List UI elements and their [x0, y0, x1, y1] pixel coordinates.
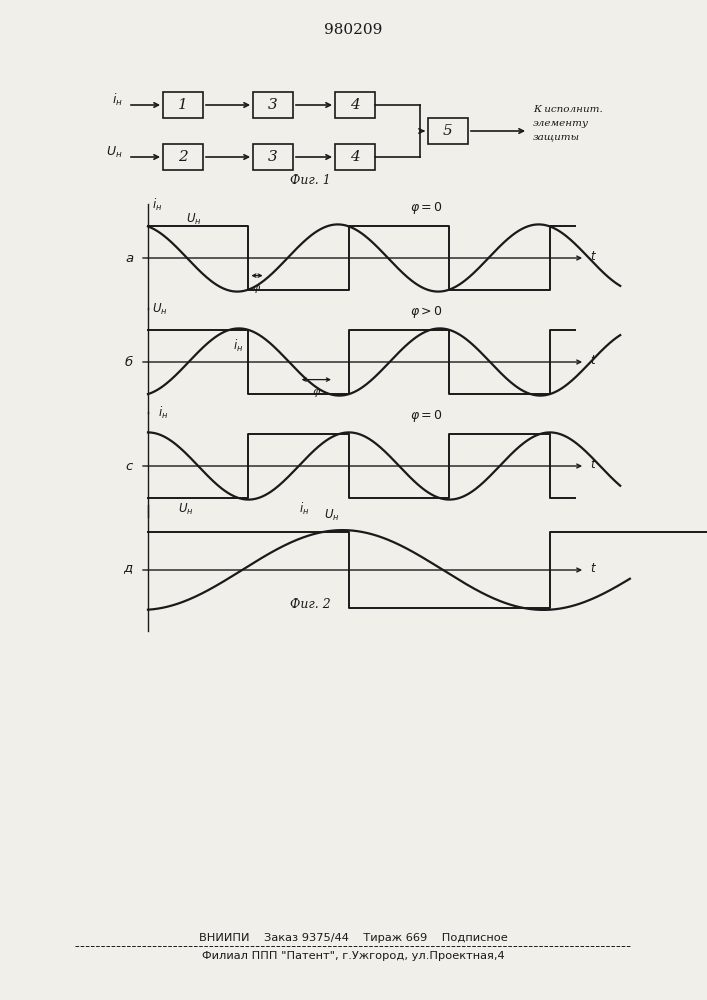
Text: $U_н$: $U_н$ [186, 212, 202, 227]
Text: 3: 3 [268, 150, 278, 164]
Text: К исполнит.
элементу
защиты: К исполнит. элементу защиты [533, 105, 603, 141]
Text: $t$: $t$ [590, 249, 597, 262]
Text: $U_н$: $U_н$ [324, 508, 339, 523]
Text: $c$: $c$ [125, 460, 134, 473]
Text: $U_н$: $U_н$ [178, 502, 194, 517]
Text: 3: 3 [268, 98, 278, 112]
Text: 4: 4 [350, 98, 360, 112]
Text: 4: 4 [350, 150, 360, 164]
Text: $U_н$: $U_н$ [152, 302, 168, 317]
Text: $д$: $д$ [124, 564, 134, 576]
Text: Фиг. 2: Фиг. 2 [290, 598, 330, 611]
Text: 980209: 980209 [324, 23, 382, 37]
Text: $i_н$: $i_н$ [158, 405, 168, 421]
Text: $\varphi=0$: $\varphi=0$ [409, 200, 443, 216]
Text: $\varphi>0$: $\varphi>0$ [409, 304, 443, 320]
Text: $б$: $б$ [124, 355, 134, 369]
Text: Фиг. 1: Фиг. 1 [290, 174, 330, 186]
Text: 1: 1 [178, 98, 188, 112]
Text: $\varphi$: $\varphi$ [312, 387, 321, 399]
Text: $\varphi=0$: $\varphi=0$ [409, 408, 443, 424]
Text: $a$: $a$ [124, 251, 134, 264]
Text: $i_н$: $i_н$ [299, 501, 309, 517]
Text: $i_н$: $i_н$ [152, 197, 163, 213]
Text: 2: 2 [178, 150, 188, 164]
Text: 5: 5 [443, 124, 453, 138]
Text: ВНИИПИ    Заказ 9375/44    Тираж 669    Подписное: ВНИИПИ Заказ 9375/44 Тираж 669 Подписное [199, 933, 508, 943]
Text: $i_н$: $i_н$ [112, 92, 123, 108]
Text: $t$: $t$ [590, 354, 597, 366]
Text: Филиал ППП "Патент", г.Ужгород, ул.Проектная,4: Филиал ППП "Патент", г.Ужгород, ул.Проек… [201, 951, 504, 961]
Text: $\varphi$: $\varphi$ [252, 283, 262, 295]
Text: $t$: $t$ [590, 458, 597, 471]
Text: $U_н$: $U_н$ [107, 144, 123, 160]
Text: $t$: $t$ [590, 562, 597, 574]
Text: $i_н$: $i_н$ [233, 338, 244, 354]
